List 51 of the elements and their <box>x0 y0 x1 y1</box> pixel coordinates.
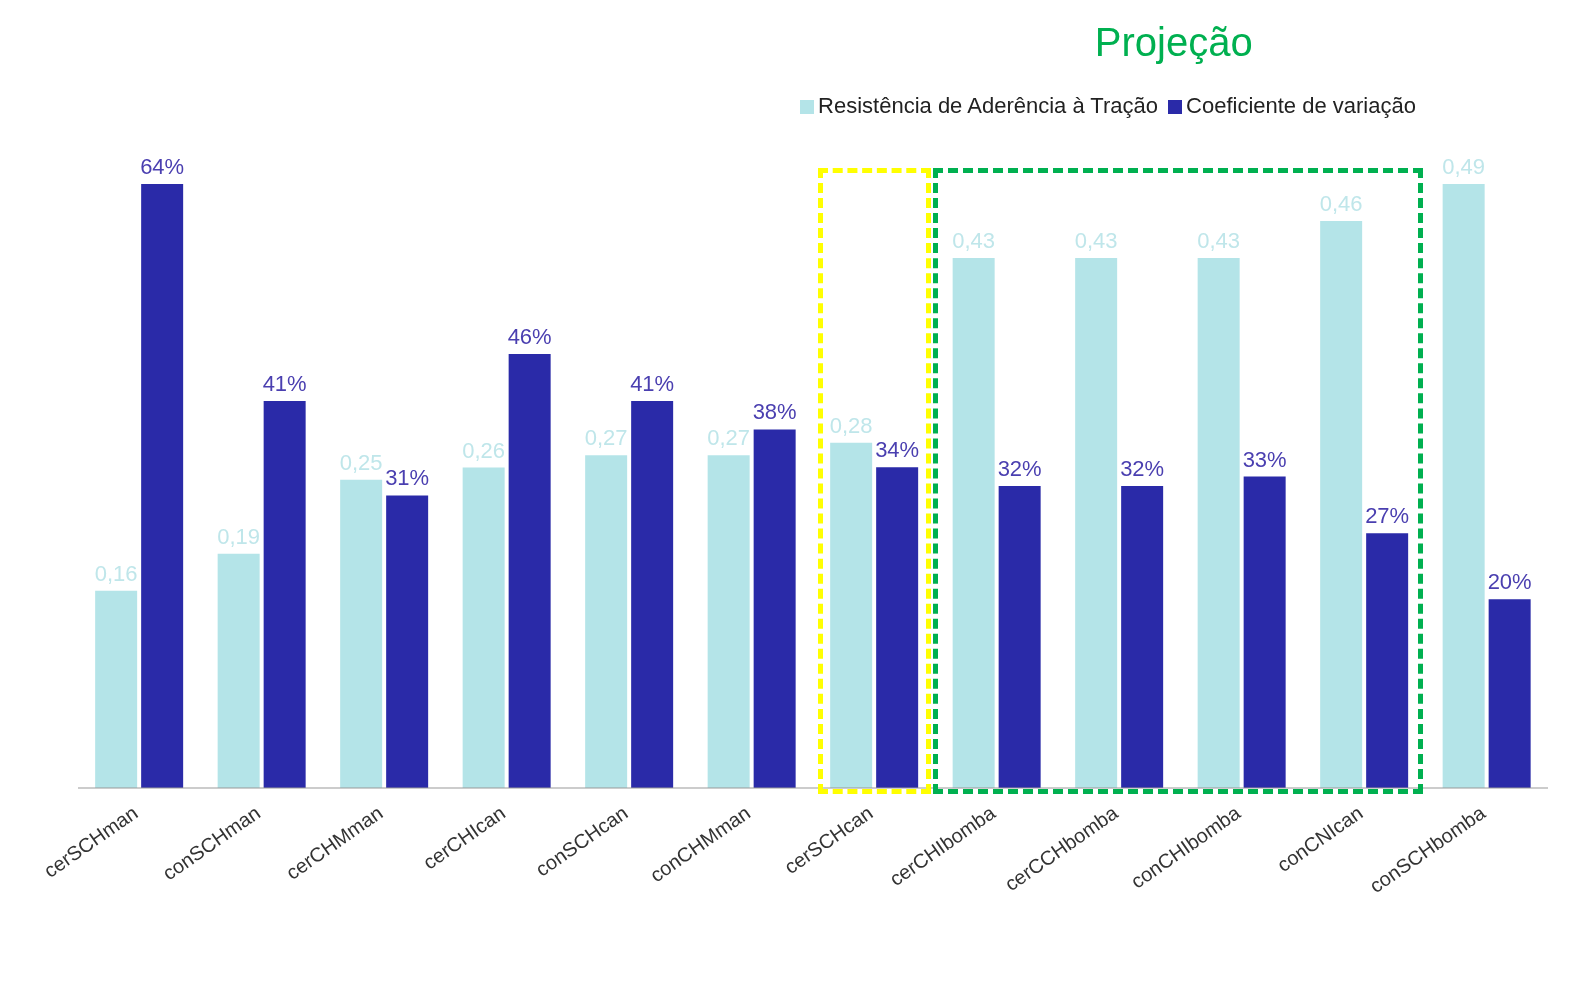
data-label: 34% <box>875 437 920 463</box>
data-label: 0,19 <box>217 523 261 549</box>
data-label: 0,43 <box>952 227 996 253</box>
bar <box>753 429 796 788</box>
bar <box>1320 220 1363 788</box>
data-label: 46% <box>507 323 552 349</box>
data-label: 41% <box>630 371 675 397</box>
bar <box>340 479 383 788</box>
legend-label: Resistência de Aderência à Tração <box>818 93 1159 118</box>
bar <box>508 353 551 788</box>
bar <box>95 590 138 788</box>
bar <box>217 553 260 788</box>
data-label: 27% <box>1365 503 1410 529</box>
data-label: 0,46 <box>1319 190 1363 216</box>
bar <box>1442 184 1485 788</box>
bar <box>1075 257 1118 788</box>
data-label: 32% <box>1120 456 1165 481</box>
data-label: 0,43 <box>1197 227 1241 253</box>
data-label: 0,27 <box>584 425 628 451</box>
bar <box>876 467 919 788</box>
bar <box>386 495 429 788</box>
data-label: 31% <box>385 465 430 491</box>
data-label: 0,26 <box>462 437 506 463</box>
bar <box>1197 257 1240 788</box>
data-label: 32% <box>997 456 1042 481</box>
data-label: 20% <box>1487 569 1532 595</box>
bar <box>141 184 184 788</box>
legend-label: Coeficiente de variação <box>1186 93 1416 118</box>
bar <box>1488 599 1531 788</box>
data-label: 64% <box>140 154 185 179</box>
bar <box>263 401 306 788</box>
bar <box>585 455 628 788</box>
data-label: 41% <box>262 371 307 397</box>
bar <box>830 442 873 788</box>
data-label: 33% <box>1242 446 1287 472</box>
bar <box>462 467 505 788</box>
data-label: 0,27 <box>707 425 751 451</box>
data-label: 38% <box>752 399 797 425</box>
data-label: 0,28 <box>829 412 873 438</box>
bar <box>707 455 750 788</box>
bar <box>1121 486 1164 788</box>
data-label: 0,49 <box>1442 154 1486 179</box>
bar <box>1243 476 1286 788</box>
text: Projeção <box>1094 20 1254 65</box>
data-label: 0,25 <box>339 449 383 475</box>
bar <box>631 401 674 788</box>
bar <box>952 257 995 788</box>
data-label: 0,43 <box>1074 227 1118 253</box>
bar <box>1366 533 1409 788</box>
data-label: 0,16 <box>94 560 138 586</box>
bar <box>998 486 1041 788</box>
